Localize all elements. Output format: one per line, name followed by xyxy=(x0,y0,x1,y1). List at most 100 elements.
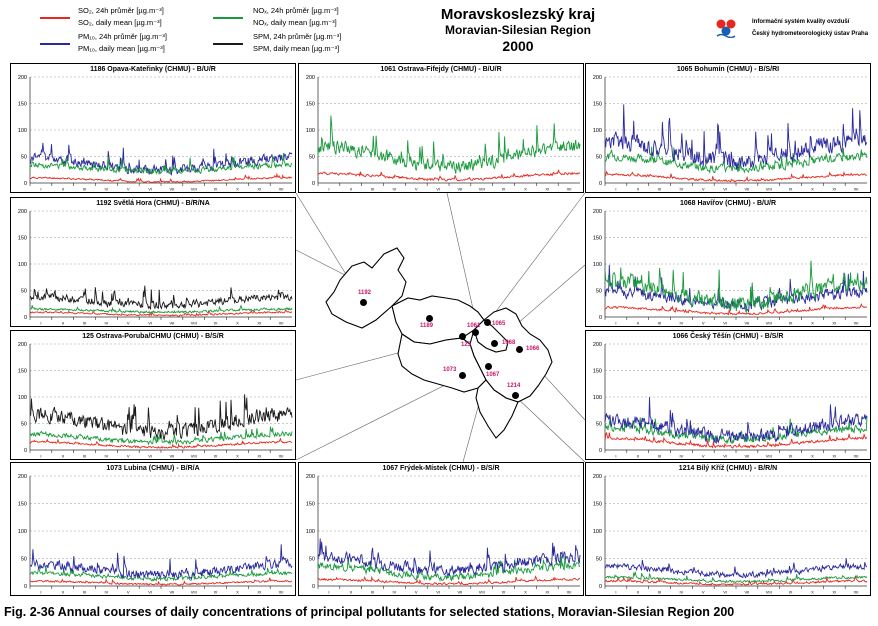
x-tick-label: X xyxy=(811,454,814,459)
x-tick-label: II xyxy=(62,454,64,459)
y-tick-label: 200 xyxy=(593,209,602,215)
x-tick-label: IX xyxy=(789,590,793,595)
y-tick-label: 150 xyxy=(306,102,315,108)
y-tick-label: 50 xyxy=(596,422,602,428)
x-tick-label: XI xyxy=(832,321,836,326)
x-tick-label: IX xyxy=(502,187,506,192)
x-tick-label: VII xyxy=(169,454,174,459)
y-tick-label: 100 xyxy=(306,529,315,535)
x-tick-label: II xyxy=(637,454,639,459)
series-line-pm10 xyxy=(29,142,293,176)
x-tick-label: VIII xyxy=(191,187,197,192)
x-tick-label: II xyxy=(637,187,639,192)
x-tick-label: I xyxy=(328,590,329,595)
series-line-pm10 xyxy=(317,538,581,577)
x-tick-label: VIII xyxy=(479,187,485,192)
series-line-so2 xyxy=(604,575,868,586)
legend-swatch-nox xyxy=(213,17,243,19)
x-tick-label: VIII xyxy=(766,590,772,595)
y-tick-label: 100 xyxy=(18,395,27,401)
station-chart: 1192 Světlá Hora (CHMU) - B/R/NA 0 50 100 15… xyxy=(10,197,296,327)
y-tick-label: 200 xyxy=(306,474,315,480)
x-tick-label: VII xyxy=(169,187,174,192)
x-tick-label: XI xyxy=(257,454,261,459)
x-tick-label: III xyxy=(658,187,661,192)
y-tick-label: 50 xyxy=(21,422,27,428)
y-tick-label: 200 xyxy=(18,209,27,215)
x-tick-label: III xyxy=(658,454,661,459)
x-tick-label: VIII xyxy=(766,321,772,326)
series-line-nox xyxy=(604,571,868,584)
x-tick-label: XII xyxy=(279,454,284,459)
x-tick-label: VII xyxy=(744,187,749,192)
series-line-nox xyxy=(29,304,293,314)
x-tick-label: VIII xyxy=(766,187,772,192)
y-tick-label: 100 xyxy=(18,529,27,535)
y-tick-label: 0 xyxy=(24,448,27,454)
x-tick-label: I xyxy=(615,590,616,595)
chmu-logo-icon xyxy=(715,18,737,39)
series-line-pm10 xyxy=(605,558,868,579)
x-tick-label: IV xyxy=(105,590,109,595)
x-tick-label: XII xyxy=(279,590,284,595)
panel-frame xyxy=(298,462,584,596)
y-tick-label: 50 xyxy=(21,557,27,563)
legend-so2: SO₂, 24h průměr [µg.m⁻³] SO₂, daily mean … xyxy=(78,6,164,27)
x-tick-label: VII xyxy=(744,321,749,326)
y-tick-label: 150 xyxy=(593,102,602,108)
x-tick-label: XII xyxy=(567,590,572,595)
x-tick-label: II xyxy=(62,321,64,326)
station-panel: 1067 Frýdek-Místek (CHMU) - B/S/R 0 50 100 1… xyxy=(298,462,584,596)
x-tick-label: V xyxy=(127,454,130,459)
y-tick-label: 200 xyxy=(18,342,27,348)
connector-lines xyxy=(295,192,586,463)
x-tick-label: X xyxy=(524,187,527,192)
x-tick-label: X xyxy=(524,590,527,595)
x-tick-label: XI xyxy=(832,187,836,192)
x-tick-label: III xyxy=(83,590,86,595)
legend-swatch-so2 xyxy=(40,17,70,19)
y-tick-label: 100 xyxy=(18,262,27,268)
x-tick-label: I xyxy=(615,454,616,459)
x-tick-label: X xyxy=(811,187,814,192)
x-tick-label: IX xyxy=(214,187,218,192)
x-tick-label: V xyxy=(702,321,705,326)
x-tick-label: IV xyxy=(680,590,684,595)
series-line-nox xyxy=(604,260,868,315)
x-tick-label: VI xyxy=(148,187,152,192)
series-line-so2 xyxy=(29,308,293,317)
y-tick-label: 50 xyxy=(596,557,602,563)
station-panel: 1061 Ostrava-Fifejdy (CHMU) - B/U/R 0 50 10… xyxy=(298,63,584,193)
station-panel: 1192 Světlá Hora (CHMU) - B/R/NA 0 50 100 15… xyxy=(10,197,296,327)
x-tick-label: IX xyxy=(789,321,793,326)
series-line-so2 xyxy=(317,169,581,182)
y-tick-label: 150 xyxy=(593,236,602,242)
x-tick-label: VI xyxy=(148,454,152,459)
title-en: Moravian-Silesian Region xyxy=(444,23,592,37)
x-tick-label: XI xyxy=(832,590,836,595)
x-tick-label: XII xyxy=(567,187,572,192)
x-tick-label: IV xyxy=(105,454,109,459)
y-tick-label: 50 xyxy=(21,289,27,295)
y-tick-label: 200 xyxy=(593,474,602,480)
x-tick-label: VI xyxy=(436,590,440,595)
x-tick-label: IV xyxy=(680,321,684,326)
x-tick-label: XI xyxy=(545,187,549,192)
x-tick-label: II xyxy=(637,321,639,326)
x-tick-label: III xyxy=(83,454,86,459)
figure-caption: Fig. 2-36 Annual courses of daily concen… xyxy=(4,605,735,619)
panel-frame xyxy=(585,462,871,596)
series-line-spm xyxy=(29,394,293,442)
y-tick-label: 0 xyxy=(312,584,315,590)
x-tick-label: IV xyxy=(680,454,684,459)
y-tick-label: 100 xyxy=(18,128,27,134)
x-tick-label: III xyxy=(658,590,661,595)
x-tick-label: IX xyxy=(214,454,218,459)
y-tick-label: 0 xyxy=(599,181,602,187)
x-tick-label: X xyxy=(236,187,239,192)
y-tick-label: 50 xyxy=(309,155,315,161)
legend-swatch-spm xyxy=(213,43,243,45)
region-outline xyxy=(325,247,553,439)
station-chart: 1186 Opava-Kateřinky (CHMU) - B/U/R 0 50 10… xyxy=(10,63,296,193)
y-tick-label: 50 xyxy=(596,289,602,295)
